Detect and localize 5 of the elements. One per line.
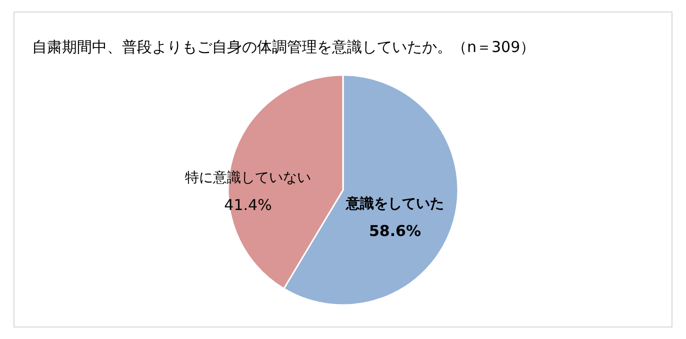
slice-label: 特に意識していない [185,170,311,186]
chart-title: 自粛期間中、普段よりもご自身の体調管理を意識していたか。（n＝309） [32,38,536,56]
slice-label: 意識をしていた [345,195,444,212]
data-label: 58.6% [368,222,422,240]
data-label: 41.4% [224,196,272,214]
